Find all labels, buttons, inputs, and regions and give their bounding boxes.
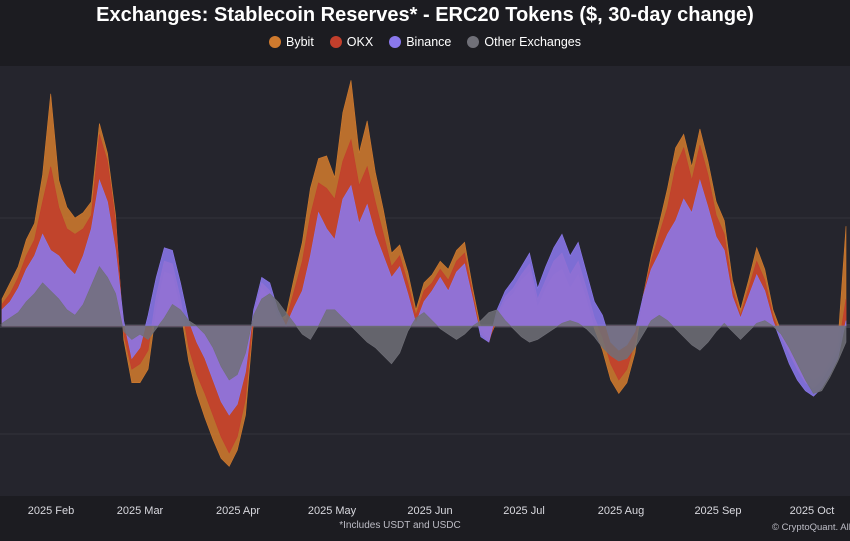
series-area-other-exchanges [1,266,847,394]
x-tick-label: 2025 Sep [694,505,741,517]
legend-label-bybit: Bybit [286,35,314,49]
legend-item-other-exchanges[interactable]: Other Exchanges [467,35,581,49]
x-tick-label: 2025 Aug [598,505,645,517]
chart-title: Exchanges: Stablecoin Reserves* - ERC20 … [96,4,754,26]
legend-swatch-okx [329,36,342,48]
legend-item-bybit[interactable]: Bybit [269,35,314,49]
x-tick-label: 2025 Jun [407,505,452,517]
legend-item-binance[interactable]: Binance [389,35,451,49]
x-tick-label: 2025 Feb [28,505,74,517]
legend-label-binance: Binance [406,35,452,49]
chart-legend: Bybit OKX Binance Other Exchanges [0,35,850,49]
x-tick-label: 2025 Apr [216,505,260,517]
x-tick-label: 2025 Oct [790,505,835,517]
footnote: *Includes USDT and USDC [339,520,461,531]
x-tick-label: 2025 Jul [503,505,545,517]
legend-label-other-exchanges: Other Exchanges [484,35,581,49]
series-area-binance [1,179,847,416]
legend-swatch-other-exchanges [467,36,480,48]
legend-item-okx[interactable]: OKX [329,35,374,49]
x-tick-label: 2025 May [308,505,357,517]
legend-swatch-bybit [269,36,281,48]
x-tick-label: 2025 Mar [117,505,164,517]
credit-text: © CryptoQuant. All rights reserved [772,522,850,533]
legend-label-okx: OKX [346,35,374,49]
legend-swatch-binance [389,36,402,48]
